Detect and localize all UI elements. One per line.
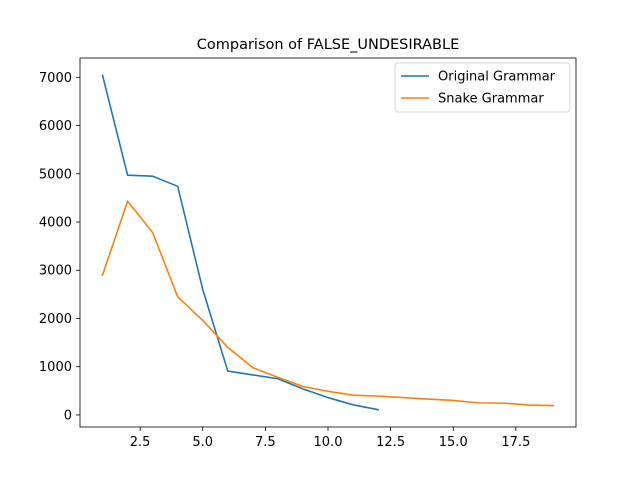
chart-title: Comparison of FALSE_UNDESIRABLE	[197, 37, 460, 53]
plot-area: 2.5 5.0 7.5 10.0 12.5 15.0 17.5 0 1000 2000 3000 40…	[39, 57, 577, 450]
y-tick-label: 3000	[39, 264, 72, 279]
y-tick-label: 6000	[39, 119, 72, 134]
legend: Original Grammar Snake Grammar	[394, 62, 571, 113]
legend-label: Original Grammar	[438, 70, 556, 85]
x-tick-label: 17.5	[501, 435, 530, 450]
y-tick-label: 2000	[39, 312, 72, 327]
x-tick-label: 2.5	[130, 435, 151, 450]
legend-label: Snake Grammar	[438, 92, 544, 107]
y-tick-label: 4000	[39, 216, 72, 231]
series-line-original-grammar	[101, 74, 380, 411]
series-line-snake-grammar	[101, 200, 555, 407]
y-tick-label: 1000	[39, 360, 72, 375]
x-tick-label: 15.0	[439, 435, 468, 450]
x-tick-label: 12.5	[376, 435, 405, 450]
y-tick-label: 5000	[39, 167, 72, 182]
x-tick-label: 5.0	[192, 435, 213, 450]
x-tick-label: 10.0	[314, 435, 343, 450]
axes-frame	[79, 57, 577, 428]
y-tick-label: 0	[64, 408, 72, 423]
y-tick-label: 7000	[39, 71, 72, 86]
x-tick-label: 7.5	[255, 435, 276, 450]
legend-box	[394, 62, 571, 113]
